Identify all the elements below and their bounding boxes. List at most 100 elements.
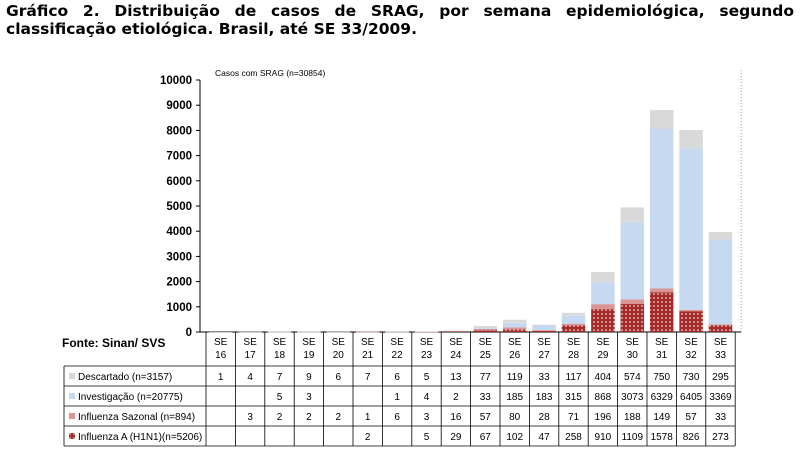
- table-cell-value: 188: [624, 412, 641, 423]
- bar-segment: [532, 324, 556, 326]
- x-tick-label: SE: [714, 337, 728, 348]
- table-cell-value: 9: [306, 372, 312, 383]
- table-cell-value: 33: [480, 392, 492, 403]
- table-cell-value: 28: [539, 412, 551, 423]
- table-cell-value: 80: [509, 412, 521, 423]
- table-cell-value: 5: [424, 372, 430, 383]
- x-tick-label: SE: [420, 337, 434, 348]
- table-cell-value: 7: [277, 372, 283, 383]
- table-cell-value: 258: [565, 432, 582, 443]
- bar-segment: [591, 309, 615, 332]
- y-tick-label: 5000: [166, 201, 192, 213]
- x-tick-label: 24: [450, 350, 462, 361]
- table-cell-value: 33: [715, 412, 727, 423]
- bar-segment: [502, 322, 527, 328]
- table-cell-value: 196: [595, 412, 612, 423]
- data-table: SE16SE17SE18SE19SE20SE21SE22SE23SE24SE25…: [63, 332, 736, 447]
- bar-segment: [502, 329, 527, 332]
- bar-segment: [679, 129, 703, 149]
- x-tick-label: SE: [684, 337, 698, 348]
- bar-segment: [620, 299, 645, 305]
- legend-swatch: [69, 413, 75, 419]
- table-cell-value: 57: [480, 412, 492, 423]
- table-cell-value: 315: [565, 392, 582, 403]
- bar-segment: [649, 128, 674, 289]
- table-cell-value: 183: [536, 392, 553, 403]
- x-tick-label: 28: [568, 350, 580, 361]
- y-tick-label: 6000: [166, 176, 192, 188]
- x-tick-label: 20: [333, 350, 345, 361]
- table-cell-value: 3: [306, 392, 312, 403]
- table-cell-value: 33: [539, 372, 551, 383]
- x-tick-label: SE: [332, 337, 346, 348]
- y-tick-label: 7000: [166, 151, 192, 163]
- table-cell-value: 6405: [680, 392, 703, 403]
- table-cell-value: 16: [450, 412, 462, 423]
- table-cell-value: 574: [624, 372, 641, 383]
- table-cell-value: 117: [566, 372, 582, 383]
- bar-segment: [591, 304, 615, 310]
- x-tick-label: SE: [302, 337, 316, 348]
- chart-title: Gráfico 2. Distribuição de casos de SRAG…: [6, 2, 794, 38]
- table-cell-value: 826: [683, 432, 700, 443]
- table-cell-value: 3: [424, 412, 430, 423]
- table-cell-value: 2: [306, 412, 312, 423]
- y-tick-label: 1000: [166, 302, 192, 314]
- table-cell-value: 750: [653, 372, 670, 383]
- table-cell-value: 1578: [651, 432, 674, 443]
- table-cell-value: 1: [218, 372, 224, 383]
- x-tick-label: 19: [303, 350, 315, 361]
- table-cell-value: 2: [365, 432, 371, 443]
- table-cell-value: 6329: [651, 392, 674, 403]
- table-cell-value: 6: [336, 372, 342, 383]
- bar-segment: [679, 309, 703, 312]
- table-cell-value: 67: [480, 432, 492, 443]
- legend-label: Influenza A (H1N1)(n=5206): [78, 432, 202, 443]
- table-cell-value: 3073: [621, 392, 644, 403]
- table-cell-value: 4: [247, 372, 253, 383]
- table-cell-value: 273: [712, 432, 729, 443]
- bar-segment: [708, 239, 733, 325]
- table-cell-value: 3: [247, 412, 253, 423]
- bar-segment: [561, 312, 586, 316]
- x-tick-label: SE: [567, 337, 581, 348]
- bar-segment: [591, 272, 615, 283]
- bar-segment: [502, 319, 527, 323]
- table-cell-value: 6: [394, 412, 400, 423]
- table-cell-value: 404: [595, 372, 612, 383]
- table-cell-value: 77: [480, 372, 492, 383]
- table-cell-value: 2: [336, 412, 342, 423]
- bar-segment: [473, 330, 498, 332]
- table-cell-value: 102: [506, 432, 523, 443]
- x-tick-label: SE: [508, 337, 522, 348]
- table-cell-value: 2: [453, 392, 459, 403]
- x-tick-label: SE: [626, 337, 640, 348]
- x-tick-label: 17: [245, 350, 257, 361]
- y-tick-label: 10000: [160, 75, 192, 87]
- bar-segment: [679, 311, 703, 332]
- bar-segment: [649, 292, 674, 332]
- bar-segment: [620, 304, 645, 332]
- x-tick-label: SE: [537, 337, 551, 348]
- legend-swatch: [69, 393, 75, 399]
- bar-segment: [620, 207, 645, 222]
- x-tick-label: 18: [274, 350, 286, 361]
- table-cell-value: 6: [394, 372, 400, 383]
- bar-segment: [532, 330, 556, 331]
- table-cell-value: 3369: [709, 392, 732, 403]
- bar-segment: [679, 148, 703, 310]
- table-cell-value: 2: [277, 412, 283, 423]
- bar-segment: [649, 110, 674, 129]
- table-cell-value: 119: [507, 372, 523, 383]
- x-tick-label: SE: [361, 337, 375, 348]
- bars-layer: [208, 110, 733, 333]
- y-tick-label: 2000: [166, 277, 192, 289]
- y-tick-label: 3000: [166, 251, 192, 263]
- table-cell-value: 868: [595, 392, 612, 403]
- x-tick-label: SE: [596, 337, 610, 348]
- bar-segment: [708, 231, 733, 240]
- x-tick-label: 22: [392, 350, 404, 361]
- table-cell-value: 1: [394, 392, 400, 403]
- x-tick-label: SE: [449, 337, 463, 348]
- bar-segment: [561, 315, 586, 324]
